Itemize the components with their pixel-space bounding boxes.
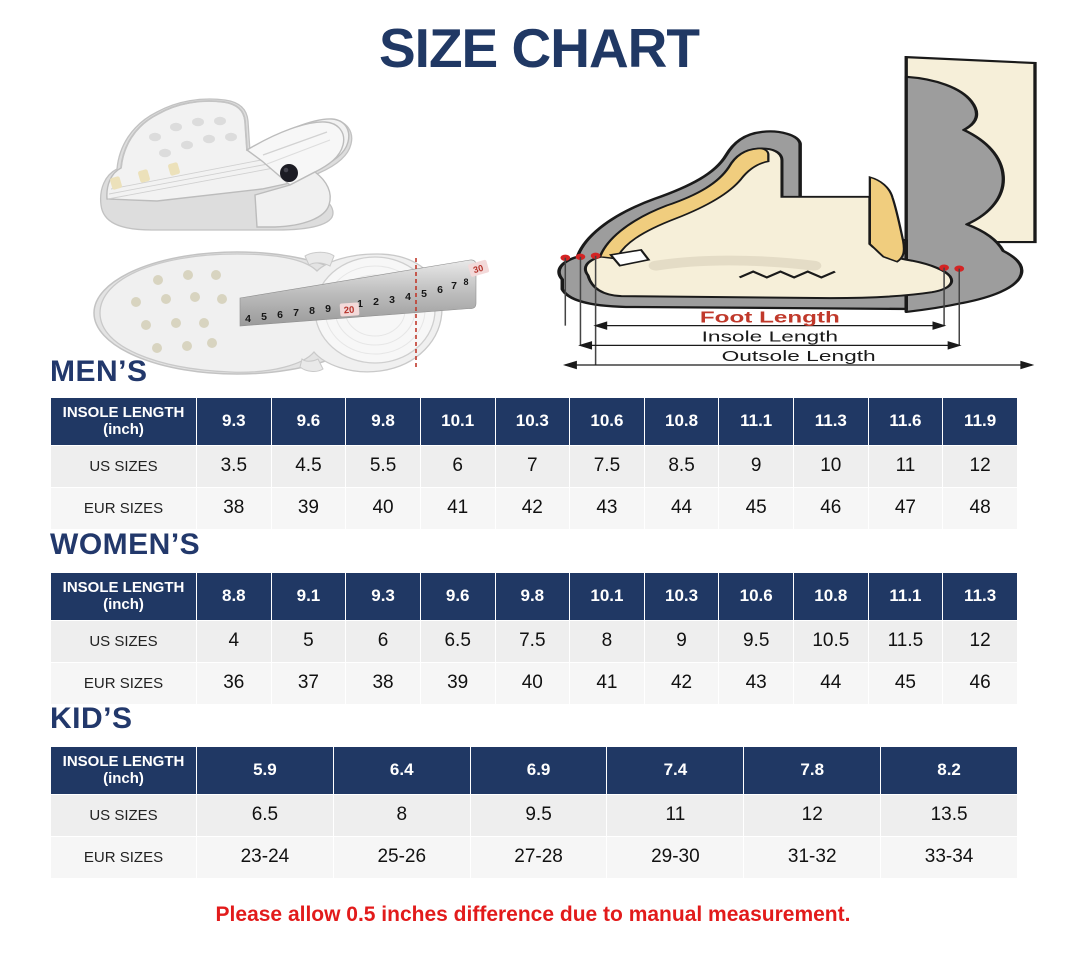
svg-text:7: 7 [293, 307, 299, 319]
svg-text:6: 6 [277, 309, 283, 321]
svg-text:7: 7 [451, 280, 457, 292]
svg-text:8: 8 [309, 305, 315, 317]
svg-text:6: 6 [437, 284, 443, 296]
svg-text:8: 8 [463, 277, 468, 287]
svg-text:2: 2 [373, 296, 379, 308]
svg-text:4: 4 [405, 291, 411, 303]
svg-text:4: 4 [245, 313, 251, 325]
svg-text:Foot Length: Foot Length [700, 310, 840, 327]
svg-text:20: 20 [343, 305, 354, 317]
svg-text:5: 5 [421, 288, 427, 300]
svg-text:Insole Length: Insole Length [702, 329, 838, 345]
svg-text:3: 3 [389, 294, 395, 306]
svg-text:9: 9 [325, 303, 331, 315]
svg-text:Outsole Length: Outsole Length [722, 349, 876, 365]
svg-text:5: 5 [261, 311, 267, 323]
